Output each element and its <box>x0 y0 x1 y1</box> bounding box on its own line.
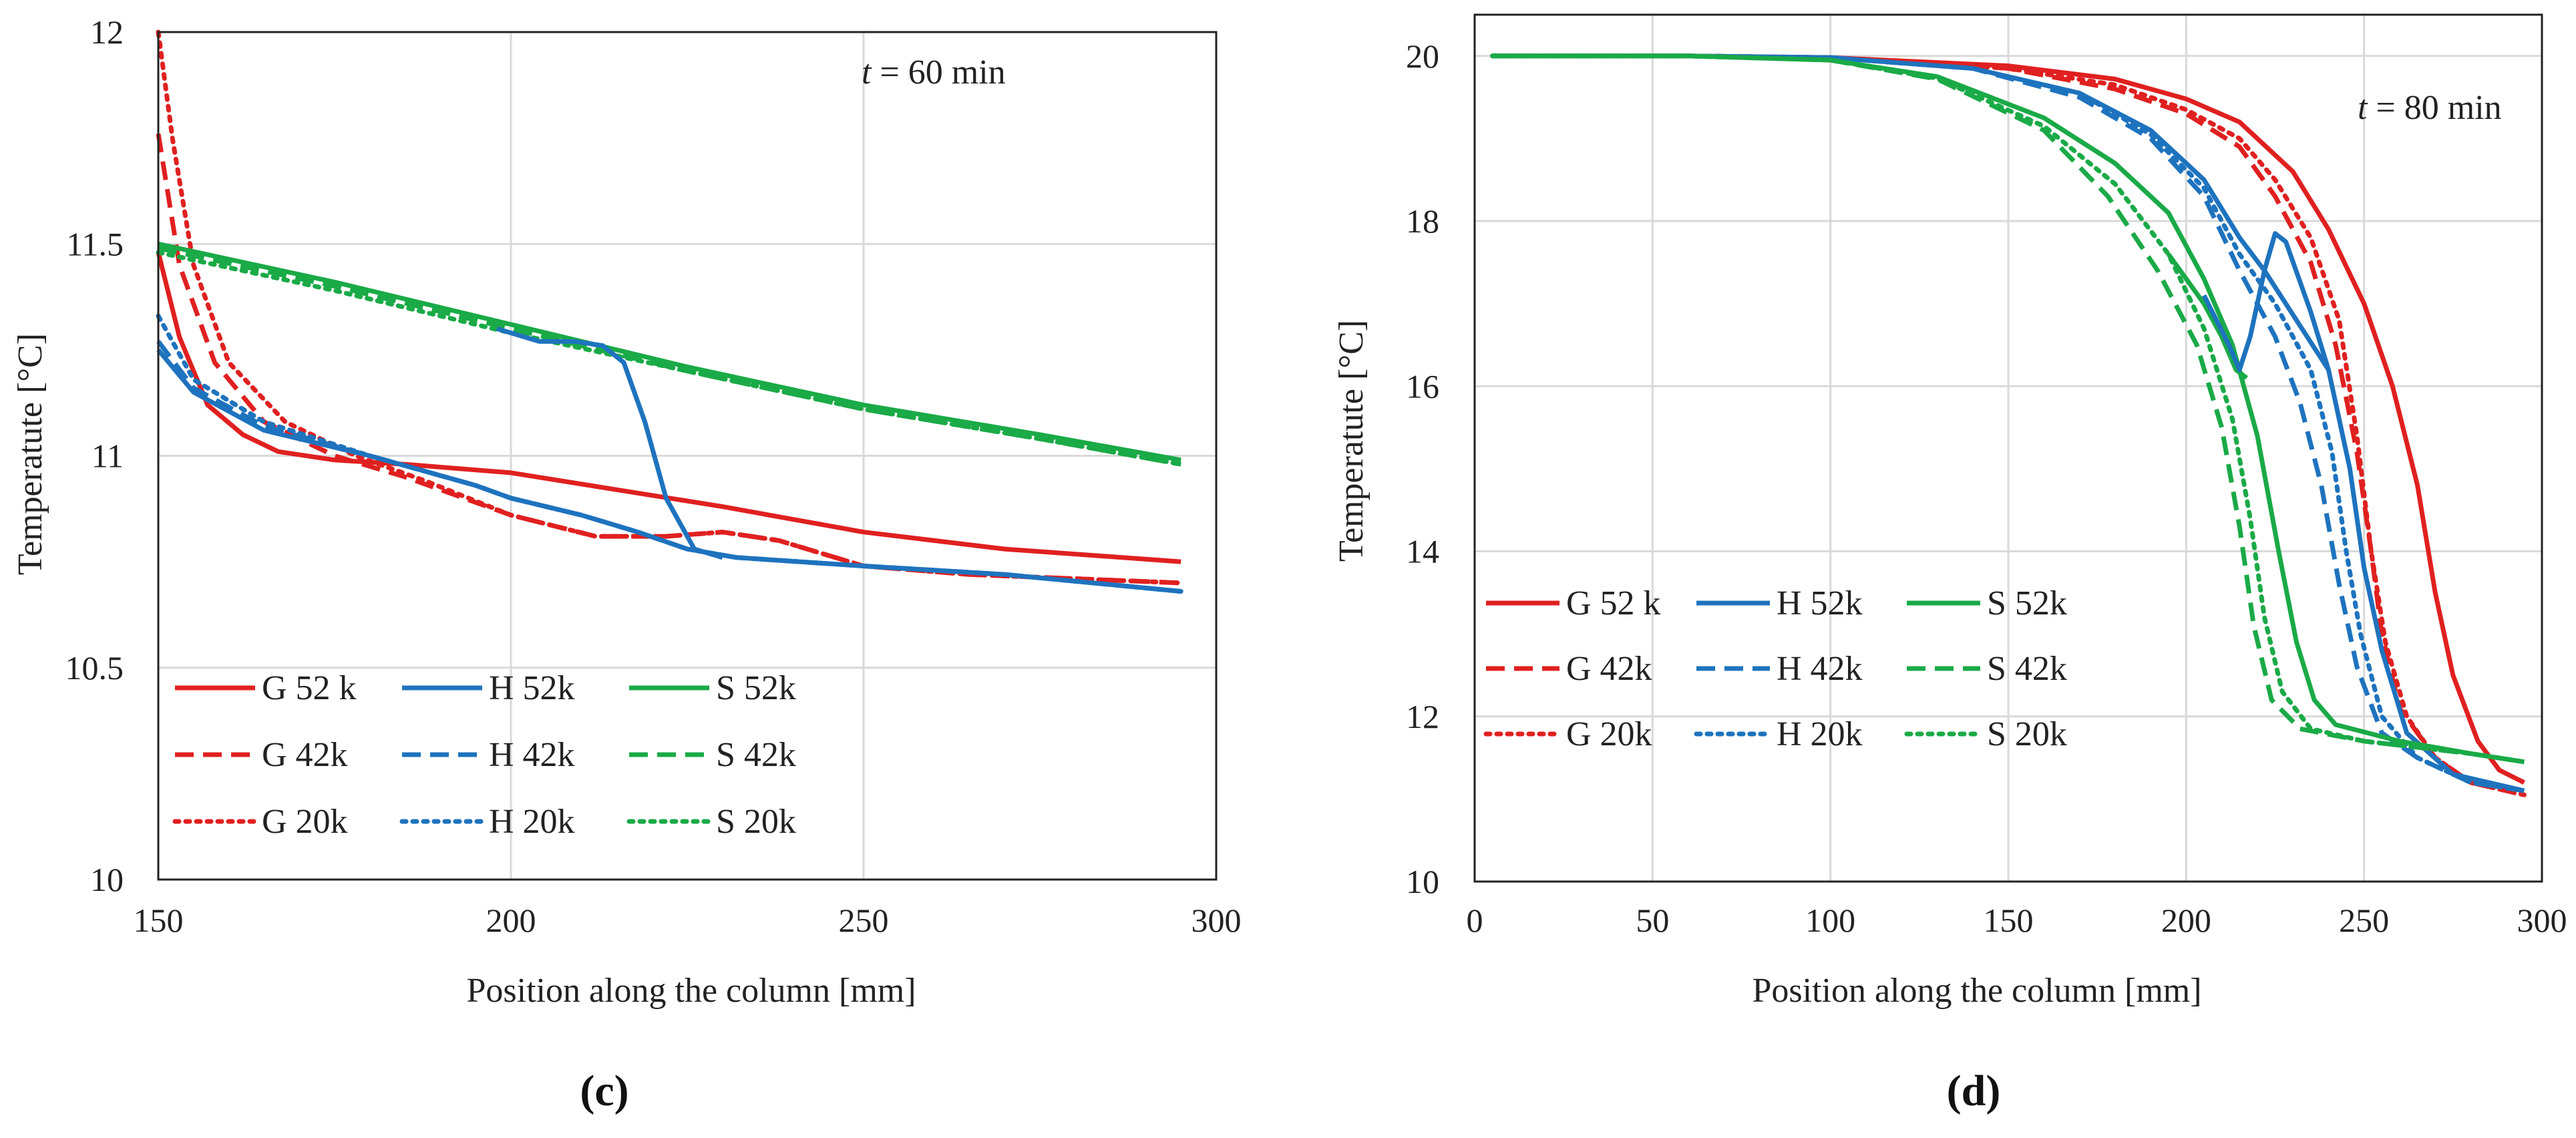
chart-d-x-tick-label: 200 <box>2161 902 2211 939</box>
chart-d-y-axis-title: Temperatute [°C] <box>1332 320 1370 562</box>
chart-d-legend-label: S 42k <box>1987 650 2067 688</box>
chart-c-legend-label: H 42k <box>489 736 575 774</box>
chart-c-legend-label: S 42k <box>716 736 796 774</box>
chart-d-y-tick-label: 18 <box>1406 202 1439 240</box>
chart-d-x-axis-title: Position along the column [mm] <box>1752 972 2201 1010</box>
chart-panel-d: t = 80 min Position along the column [mm… <box>1332 13 2567 1115</box>
chart-c-series-g-52-k <box>156 252 1181 564</box>
chart-c-legend-label: S 52k <box>716 669 796 707</box>
chart-d-series-s-20k <box>1490 53 2527 765</box>
chart-c-series-h-52k <box>156 348 1181 594</box>
chart-d-annotation: t = 80 min <box>2358 89 2502 127</box>
chart-d-x-tick-label: 100 <box>1805 902 1855 939</box>
chart-panel-c: t = 60 min Position along the column [mm… <box>11 13 1242 1115</box>
chart-c-y-tick-label: 11.5 <box>66 225 124 262</box>
chart-d-x-tick-label: 300 <box>2517 902 2567 939</box>
chart-c-x-tick-label: 150 <box>134 902 184 939</box>
chart-c-x-tick-label: 250 <box>839 902 889 939</box>
chart-c-legend-label: G 20k <box>262 803 348 841</box>
chart-c-legend: G 52 k H 52k S 52k G 42k H 42k S 42k G 20k H 20… <box>172 669 796 841</box>
chart-c-series-g-42k <box>156 133 1181 586</box>
chart-d-series-h-20k <box>1490 53 2527 793</box>
chart-d-legend: G 52 k H 52k S 52k G 42k H 42k S 42k G 20k H 20… <box>1483 584 2067 753</box>
chart-c-plot-area <box>157 31 1218 881</box>
chart-d-y-tick-label: 16 <box>1406 367 1439 405</box>
chart-d-legend-label: G 20k <box>1566 715 1652 753</box>
chart-d-series-s-52k-bump- <box>2166 252 2249 380</box>
chart-c-y-tick-label: 11 <box>91 437 124 475</box>
chart-c-legend-label: G 42k <box>262 736 348 774</box>
chart-d-x-tick-label: 50 <box>1636 902 1669 939</box>
chart-c-series-h-42k <box>156 340 1181 594</box>
chart-d-y-tick-label: 10 <box>1406 863 1439 900</box>
chart-c-annotation: t = 60 min <box>862 53 1006 91</box>
chart-c-x-tick-label: 300 <box>1191 902 1242 939</box>
chart-c-y-axis-title: Temperatute [°C] <box>11 333 49 575</box>
chart-c-legend-label: H 52k <box>489 669 575 707</box>
chart-d-legend-label: G 52 k <box>1566 584 1661 622</box>
chart-c-y-tick-label: 12 <box>90 13 124 51</box>
chart-c-series-s-20k <box>156 250 1183 467</box>
chart-d-series-h-52k-bump- <box>2201 231 2331 373</box>
chart-c-legend-label: S 20k <box>716 803 796 841</box>
chart-d-legend-label: H 42k <box>1777 650 1863 688</box>
chart-d-series-group <box>1490 53 2527 797</box>
chart-c-legend-label: H 20k <box>489 803 575 841</box>
chart-c-panel-label: (c) <box>580 1067 628 1115</box>
chart-d-series-g-20k <box>1490 53 2527 797</box>
chart-d-x-tick-label: 0 <box>1467 902 1483 939</box>
chart-d-legend-label: S 52k <box>1987 584 2067 622</box>
chart-c-series-h-52k-deviation- <box>496 326 723 560</box>
chart-c-series-group <box>156 29 1183 594</box>
chart-d-y-tick-label: 14 <box>1406 533 1439 570</box>
chart-c-y-tick-label: 10 <box>90 861 124 898</box>
chart-d-legend-label: S 20k <box>1987 715 2067 753</box>
chart-c-x-axis-title: Position along the column [mm] <box>466 972 916 1010</box>
chart-c-series-s-52k <box>158 241 1181 463</box>
chart-d-plot-area <box>1473 13 2543 883</box>
chart-c-x-tick-label: 200 <box>486 902 536 939</box>
chart-d-y-tick-label: 20 <box>1406 37 1439 75</box>
chart-d-panel-label: (d) <box>1947 1067 2001 1115</box>
chart-c-series-h-20k <box>156 313 1183 594</box>
chart-d-legend-label: H 20k <box>1777 715 1863 753</box>
chart-c-legend-label: G 52 k <box>262 669 357 707</box>
chart-c-series-g-20k <box>156 29 1183 586</box>
chart-d-x-tick-label: 250 <box>2339 902 2389 939</box>
chart-d-x-tick-label: 150 <box>1984 902 2034 939</box>
chart-c-y-tick-label: 10.5 <box>65 649 124 687</box>
chart-d-legend-label: H 52k <box>1777 584 1863 622</box>
chart-d-legend-label: G 42k <box>1566 650 1652 688</box>
chart-d-y-tick-label: 12 <box>1406 698 1439 735</box>
